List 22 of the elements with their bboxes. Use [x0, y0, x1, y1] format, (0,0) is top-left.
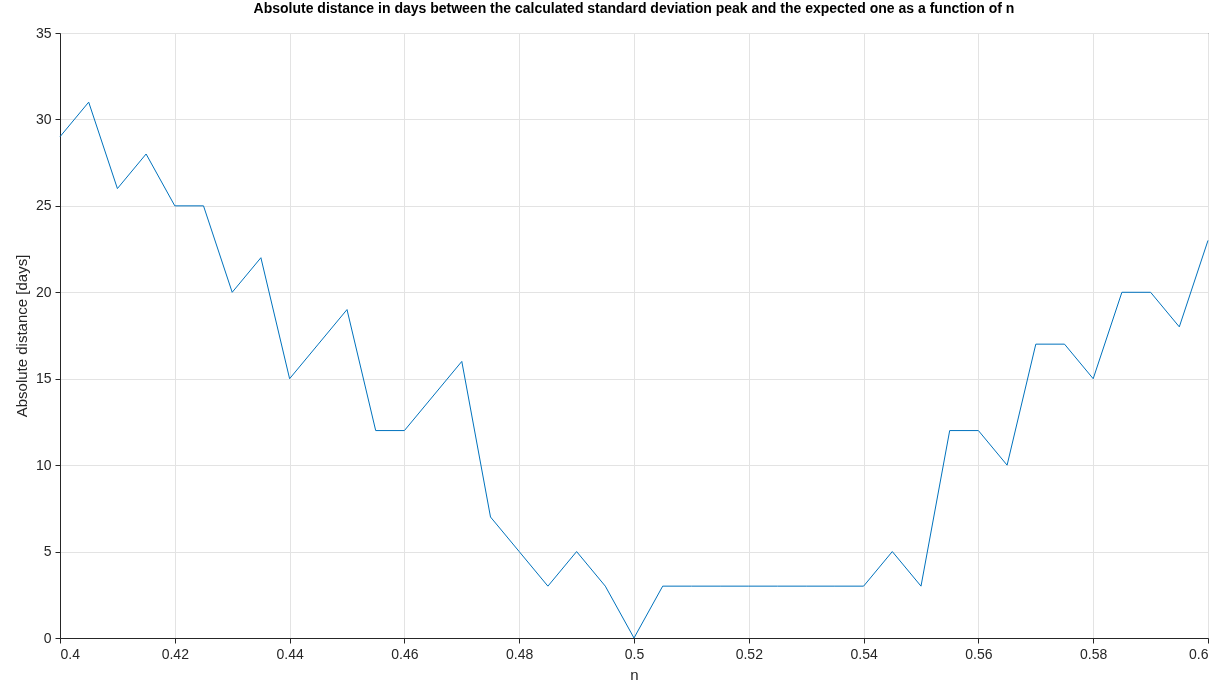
x-tick-label: 0.58: [1080, 645, 1108, 662]
y-axis-title: Absolute distance [days]: [12, 254, 30, 418]
x-tick-label: 0.6: [1189, 645, 1209, 662]
y-tick-label: 35: [35, 24, 52, 41]
x-tick-label: 0.5: [624, 645, 645, 662]
y-tick-label: 15: [35, 370, 52, 387]
y-tick-label: 30: [35, 110, 52, 127]
x-tick-label: 0.54: [850, 645, 878, 662]
y-tick-label: 0: [43, 629, 52, 646]
y-tick-label: 10: [35, 456, 52, 473]
x-tick-label: 0.4: [60, 645, 81, 662]
y-tick-label: 20: [35, 283, 52, 300]
x-tick-label: 0.42: [161, 645, 190, 662]
x-tick-label: 0.56: [965, 645, 993, 662]
x-tick-label: 0.48: [506, 645, 534, 662]
x-axis-title: n: [630, 665, 639, 683]
x-tick-label: 0.52: [735, 645, 764, 662]
x-tick-label: 0.44: [276, 645, 304, 662]
x-tick-label: 0.46: [391, 645, 419, 662]
y-tick-label: 5: [43, 543, 52, 560]
chart-title: Absolute distance in days between the calculated standard deviation peak and the expected one as a function of n: [253, 0, 1015, 16]
y-tick-label: 25: [35, 197, 52, 214]
